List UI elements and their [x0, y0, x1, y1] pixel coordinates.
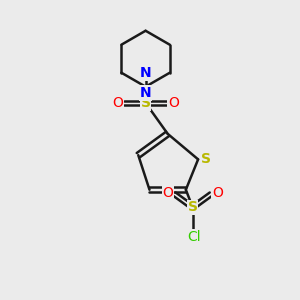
Text: O: O — [163, 186, 173, 200]
Text: S: S — [188, 200, 198, 214]
Text: Cl: Cl — [188, 230, 201, 244]
Text: N: N — [140, 66, 152, 80]
Text: S: S — [141, 96, 151, 110]
Text: S: S — [201, 152, 212, 167]
Text: O: O — [212, 186, 223, 200]
Text: O: O — [112, 96, 123, 110]
Text: O: O — [168, 96, 179, 110]
Text: N: N — [140, 86, 152, 100]
